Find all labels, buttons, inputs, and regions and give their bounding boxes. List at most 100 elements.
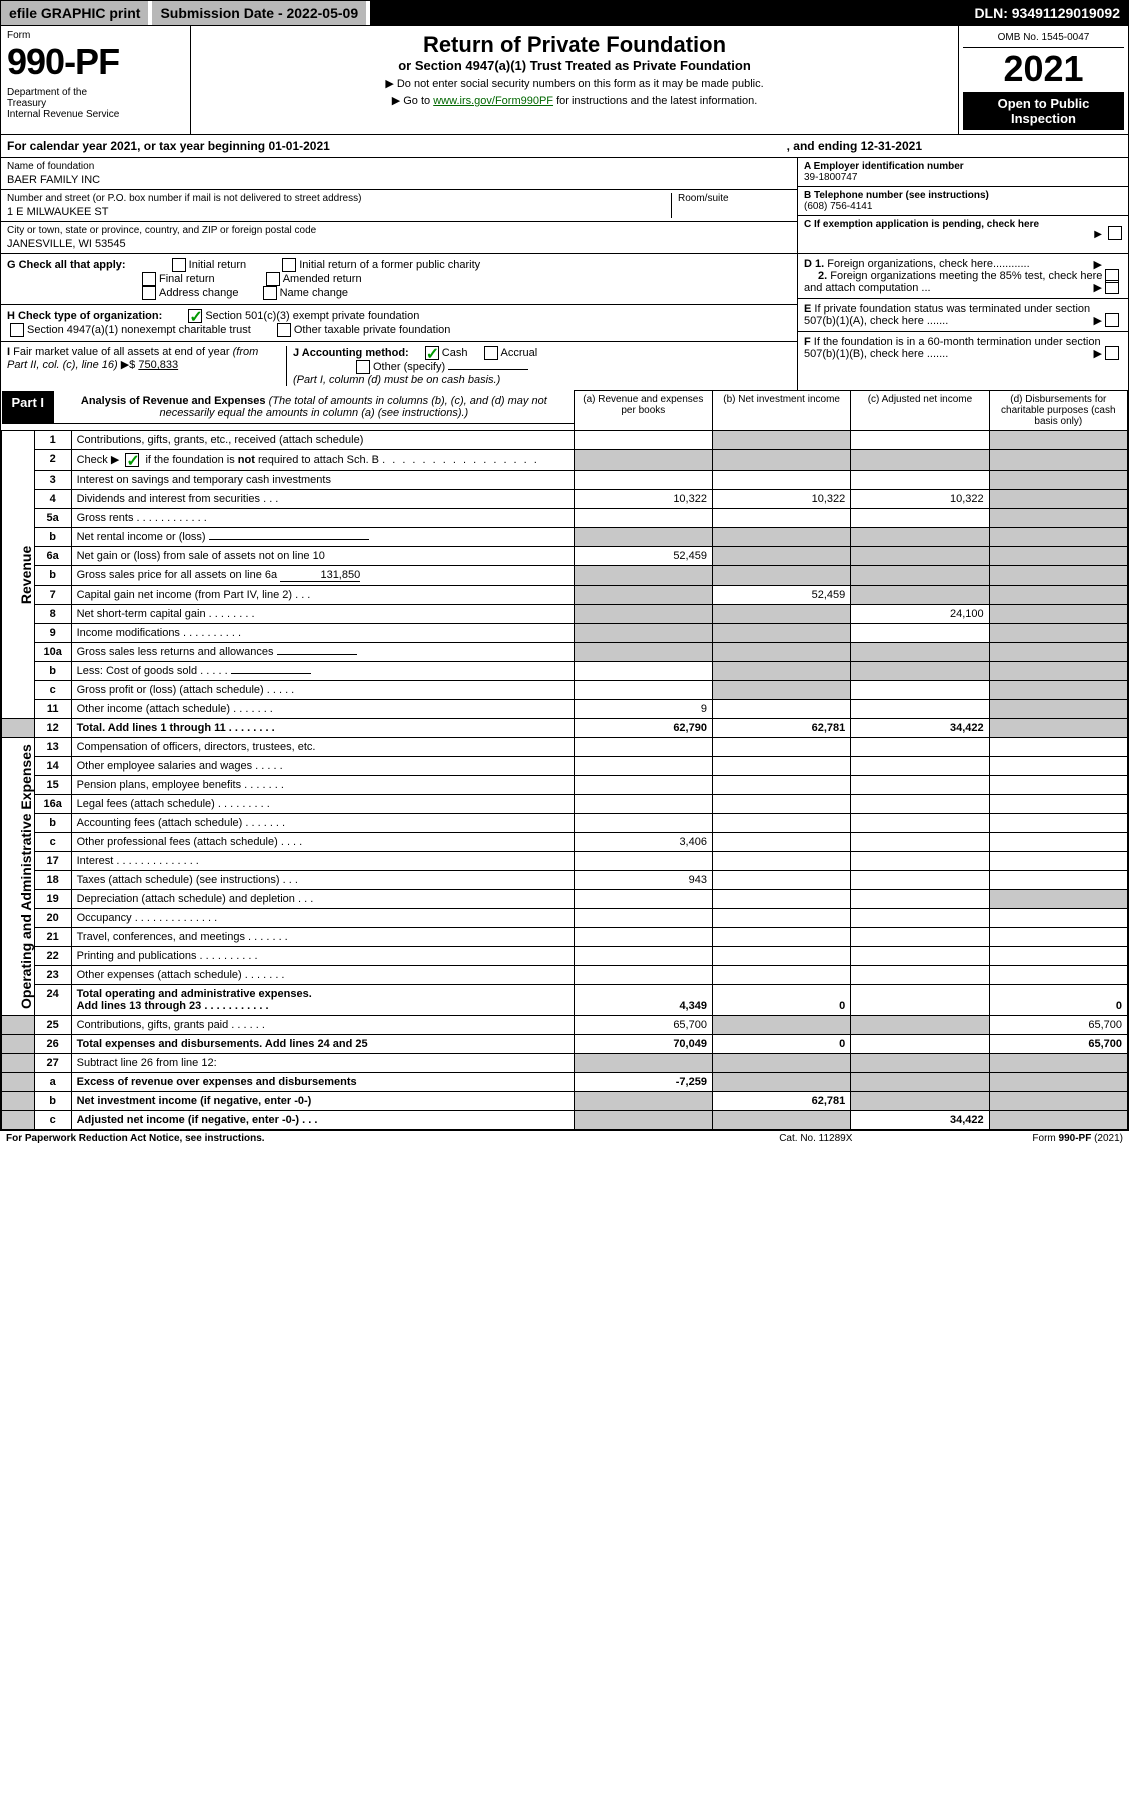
r7-b: 52,459 <box>712 586 850 605</box>
r12-b: 62,781 <box>712 719 850 738</box>
g-final-checkbox[interactable] <box>142 272 156 286</box>
g-address-checkbox[interactable] <box>142 286 156 300</box>
form-label: Form <box>7 30 184 41</box>
col-a-head: (a) Revenue and expenses per books <box>574 391 712 431</box>
r20-num: 20 <box>34 909 71 928</box>
r25-a: 65,700 <box>574 1016 712 1035</box>
r21-desc: Travel, conferences, and meetings . . . … <box>71 928 574 947</box>
r6a-desc: Net gain or (loss) from sale of assets n… <box>71 547 574 566</box>
g-amended-checkbox[interactable] <box>266 272 280 286</box>
h-4947-checkbox[interactable] <box>10 323 24 337</box>
form-header: Form 990-PF Department of theTreasuryInt… <box>1 26 1128 135</box>
department: Department of theTreasuryInternal Revenu… <box>7 87 184 120</box>
instr2-prefix: ▶ Go to <box>392 95 433 107</box>
r8-c: 24,100 <box>851 605 989 624</box>
r2-checkbox[interactable] <box>125 453 139 467</box>
r16c-num: c <box>34 833 71 852</box>
phone-label: B Telephone number (see instructions) <box>804 190 1122 201</box>
r10c-desc: Gross profit or (loss) (attach schedule)… <box>71 681 574 700</box>
analysis-table: Part I Analysis of Revenue and Expenses … <box>1 390 1128 1130</box>
r18-num: 18 <box>34 871 71 890</box>
top-bar: efile GRAPHIC print Submission Date - 20… <box>1 1 1128 26</box>
calendar-year-row: For calendar year 2021, or tax year begi… <box>1 135 1128 158</box>
addr-cell: Number and street (or P.O. box number if… <box>1 190 797 222</box>
r27b-b: 62,781 <box>712 1092 850 1111</box>
part1-label: Part I <box>2 391 55 423</box>
r24-d: 0 <box>989 985 1127 1016</box>
j-note: (Part I, column (d) must be on cash basi… <box>293 374 500 386</box>
cal-year-prefix: For calendar year 2021, or tax year begi… <box>7 139 330 153</box>
j-cash-checkbox[interactable] <box>425 346 439 360</box>
footer: For Paperwork Reduction Act Notice, see … <box>0 1131 1129 1146</box>
j-other-checkbox[interactable] <box>356 360 370 374</box>
j-cash-label: Cash <box>442 347 468 359</box>
g-initial-checkbox[interactable] <box>172 258 186 272</box>
e-checkbox[interactable] <box>1105 313 1119 327</box>
r11-num: 11 <box>34 700 71 719</box>
r9-num: 9 <box>34 624 71 643</box>
g-opt-5: Name change <box>280 287 349 299</box>
r22-desc: Printing and publications . . . . . . . … <box>71 947 574 966</box>
r10b-desc: Less: Cost of goods sold . . . . . <box>71 662 574 681</box>
instructions-link[interactable]: www.irs.gov/Form990PF <box>433 95 553 107</box>
r26-a: 70,049 <box>574 1035 712 1054</box>
h-opt-3: Other taxable private foundation <box>294 324 451 336</box>
phone-value: (608) 756-4141 <box>804 201 1122 212</box>
col-d-head: (d) Disbursements for charitable purpose… <box>989 391 1127 431</box>
h-opt-1: Section 501(c)(3) exempt private foundat… <box>205 310 419 322</box>
h-501c3-checkbox[interactable] <box>188 309 202 323</box>
part1-header: Part I Analysis of Revenue and Expenses … <box>2 391 574 424</box>
r6a-a: 52,459 <box>574 547 712 566</box>
g-opt-0: Initial return <box>189 259 246 271</box>
r10a-desc: Gross sales less returns and allowances <box>71 643 574 662</box>
r4-a: 10,322 <box>574 490 712 509</box>
col-c-head: (c) Adjusted net income <box>851 391 989 431</box>
r25-desc: Contributions, gifts, grants paid . . . … <box>71 1016 574 1035</box>
r16c-desc: Other professional fees (attach schedule… <box>71 833 574 852</box>
r5a-num: 5a <box>34 509 71 528</box>
ein-label: A Employer identification number <box>804 161 1122 172</box>
addr-label: Number and street (or P.O. box number if… <box>7 193 671 204</box>
r2-num: 2 <box>34 450 71 471</box>
g-opt-2: Final return <box>159 273 215 285</box>
g-opt-4: Address change <box>159 287 239 299</box>
r13-num: 13 <box>34 738 71 757</box>
h-label: H Check type of organization: <box>7 310 162 322</box>
g-name-checkbox[interactable] <box>263 286 277 300</box>
r16b-num: b <box>34 814 71 833</box>
r10a-num: 10a <box>34 643 71 662</box>
d-row: D 1. Foreign organizations, check here..… <box>798 254 1128 299</box>
r1-desc: Contributions, gifts, grants, etc., rece… <box>71 431 574 450</box>
header-center: Return of Private Foundation or Section … <box>191 26 958 134</box>
r2-desc: Check ▶ if the foundation is not require… <box>71 450 574 471</box>
r27-num: 27 <box>34 1054 71 1073</box>
phone-cell: B Telephone number (see instructions) (6… <box>798 187 1128 216</box>
r4-num: 4 <box>34 490 71 509</box>
f-checkbox[interactable] <box>1105 346 1119 360</box>
r6b-desc: Gross sales price for all assets on line… <box>71 566 574 586</box>
r3-num: 3 <box>34 471 71 490</box>
g-initial-former-checkbox[interactable] <box>282 258 296 272</box>
r16c-a: 3,406 <box>574 833 712 852</box>
r25-d: 65,700 <box>989 1016 1127 1035</box>
h-row: H Check type of organization: Section 50… <box>1 305 797 342</box>
checks-right: D 1. Foreign organizations, check here..… <box>798 254 1128 390</box>
g-opt-1: Initial return of a former public charit… <box>299 259 480 271</box>
r26-num: 26 <box>34 1035 71 1054</box>
cat-no: Cat. No. 11289X <box>779 1133 852 1144</box>
r16a-desc: Legal fees (attach schedule) . . . . . .… <box>71 795 574 814</box>
c-checkbox[interactable] <box>1108 226 1122 240</box>
r21-num: 21 <box>34 928 71 947</box>
col-b-head: (b) Net investment income <box>712 391 850 431</box>
part1-desc: Analysis of Revenue and Expenses (The to… <box>54 391 574 423</box>
header-left: Form 990-PF Department of theTreasuryInt… <box>1 26 191 134</box>
cal-year-ending: , and ending 12-31-2021 <box>787 139 922 153</box>
j-accrual-checkbox[interactable] <box>484 346 498 360</box>
r11-a: 9 <box>574 700 712 719</box>
h-other-checkbox[interactable] <box>277 323 291 337</box>
r16b-desc: Accounting fees (attach schedule) . . . … <box>71 814 574 833</box>
name-cell: Name of foundation BAER FAMILY INC <box>1 158 797 190</box>
g-label: G Check all that apply: <box>7 259 126 271</box>
d2-checkbox[interactable] <box>1105 280 1119 294</box>
r26-b: 0 <box>712 1035 850 1054</box>
